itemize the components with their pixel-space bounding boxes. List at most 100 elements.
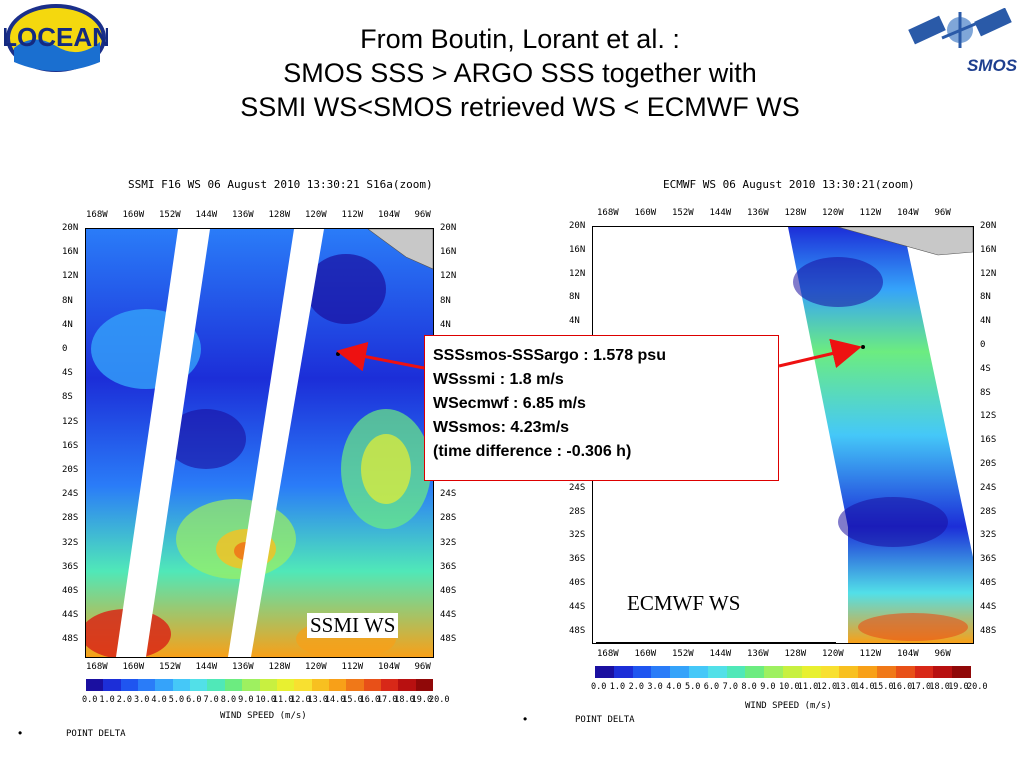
left-bullet: • [18, 726, 23, 740]
ecmwf-wind-field [593, 227, 973, 643]
left-colorbar-label-14: 14.0 [324, 695, 346, 705]
title-line-2: SMOS SSS > ARGO SSS together with [283, 58, 757, 88]
left-colorbar-label-10: 10.0 [255, 695, 276, 705]
right-colorbar-title: WIND SPEED (m/s) [745, 701, 832, 711]
left-lat-right-tick-4: 4N [440, 319, 451, 330]
right-colorbar-label-13: 13.0 [835, 682, 856, 692]
left-lat-left-tick-3: 8N [62, 295, 73, 306]
left-colorbar-swatch-14 [328, 679, 347, 691]
left-colorbar-swatch-12 [294, 679, 313, 691]
left-lat-left-tick-14: 36S [62, 561, 79, 572]
right-colorbar-swatch-19 [952, 666, 972, 678]
ssmi-wind-map [85, 228, 434, 658]
right-lat-left-tick-12: 28S [569, 506, 586, 517]
right-lon-bottom-tick-8: 104W [897, 649, 919, 659]
right-lat-right-tick-2: 12N [980, 268, 997, 279]
callout-line-wssmos: WSsmos: 4.23m/s [433, 419, 570, 436]
right-colorbar-swatch-1 [613, 666, 634, 678]
right-lat-right-tick-11: 24S [980, 482, 997, 493]
right-colorbar-label-16: 16.0 [891, 682, 913, 692]
left-lon-bottom-tick-9: 96W [414, 662, 431, 672]
right-lat-right-tick-14: 36S [980, 554, 997, 565]
left-lat-right-tick-16: 44S [440, 610, 457, 621]
left-colorbar-swatch-2 [120, 679, 139, 691]
right-lat-right-tick-7: 8S [980, 387, 991, 398]
left-colorbar-label-6: 6.0 [186, 695, 202, 705]
right-colorbar-swatch-12 [820, 666, 840, 678]
left-colorbar-title: WIND SPEED (m/s) [220, 711, 307, 721]
left-colorbar-label-13: 13.0 [307, 695, 329, 705]
left-panel-title: SSMI F16 WS 06 August 2010 13:30:21 S16a… [128, 178, 433, 191]
right-lon-top-tick-4: 136W [747, 208, 769, 218]
right-lon-top-tick-3: 144W [709, 208, 732, 218]
left-colorbar-label-16: 16.0 [359, 695, 381, 705]
smos-logo-text: SMOS [967, 56, 1018, 75]
left-lat-right-tick-15: 40S [440, 586, 457, 596]
left-colorbar-swatch-11 [276, 679, 295, 691]
right-lat-right-tick-9: 16S [980, 435, 997, 446]
right-colorbar-label-8: 8.0 [741, 682, 757, 692]
left-colorbar-label-11: 11.0 [272, 695, 294, 705]
ecmwf-wind-map [592, 226, 974, 644]
left-lon-bottom-tick-2: 152W [159, 662, 181, 672]
right-colorbar-swatch-14 [858, 666, 878, 678]
left-colorbar-swatch-17 [380, 679, 399, 691]
right-colorbar-label-9: 9.0 [760, 682, 776, 692]
left-colorbar-label-2: 2.0 [116, 695, 133, 705]
left-lat-left-tick-10: 20S [62, 465, 79, 475]
left-colorbar-swatch-9 [242, 679, 260, 691]
left-colorbar-swatch-7 [207, 679, 226, 691]
left-lat-left-tick-9: 16S [62, 440, 79, 451]
right-lon-top-tick-9: 96W [934, 208, 951, 218]
left-colorbar-swatch-19 [415, 679, 434, 691]
right-lat-left-tick-3: 8N [569, 292, 580, 303]
right-bullet: • [523, 712, 528, 726]
left-lon-top-tick-5: 128W [268, 210, 291, 220]
left-colorbar-swatch-15 [346, 679, 365, 691]
right-lat-left-tick-17: 48S [569, 625, 586, 636]
left-lon-bottom-tick-6: 120W [305, 662, 327, 672]
left-colorbar-swatch-16 [363, 679, 382, 691]
left-lat-left-tick-6: 4S [62, 368, 73, 379]
right-lat-left-tick-11: 24S [569, 482, 586, 493]
left-colorbar-label-15: 15.0 [342, 695, 363, 705]
right-lat-left-tick-13: 32S [569, 530, 586, 541]
left-lat-left-tick-1: 16N [62, 247, 79, 258]
right-colorbar-label-20: 20.0 [967, 682, 988, 692]
right-colorbar-swatch-5 [689, 666, 709, 678]
statistics-callout: SSSsmos-SSSargo : 1.578 psu WSssmi : 1.8… [424, 335, 779, 481]
callout-line-time: (time difference : -0.306 h) [433, 443, 632, 460]
right-lon-top-tick-0: 168W [597, 208, 619, 218]
left-colorbar-swatch-6 [190, 679, 208, 691]
right-colorbar-swatch-11 [801, 666, 822, 678]
left-lat-right-tick-2: 12N [440, 271, 457, 282]
right-colorbar-label-11: 11.0 [797, 682, 819, 692]
right-lat-right-tick-13: 32S [980, 530, 997, 541]
callout-line-wsecmwf: WSecmwf : 6.85 m/s [433, 395, 586, 412]
right-lat-right-tick-0: 20N [980, 221, 997, 231]
left-colorbar-label-18: 18.0 [394, 695, 415, 705]
left-colorbar-label-4: 4.0 [151, 695, 167, 705]
right-lat-left-tick-16: 44S [569, 601, 586, 612]
left-lon-top-tick-9: 96W [414, 210, 431, 220]
left-lat-right-tick-14: 36S [440, 561, 457, 572]
right-lon-bottom-tick-0: 168W [597, 649, 619, 659]
left-lat-right-tick-1: 16N [440, 247, 457, 258]
right-lon-top-tick-6: 120W [822, 208, 844, 218]
right-lat-left-tick-14: 36S [569, 554, 586, 565]
left-colorbar-swatch-1 [103, 679, 122, 691]
left-colorbar-label-5: 5.0 [168, 695, 185, 705]
right-lat-right-tick-17: 48S [980, 625, 997, 636]
right-footnote: POINT DELTA [575, 715, 635, 725]
right-lon-top-tick-1: 160W [634, 208, 657, 218]
left-colorbar-label-1: 1.0 [99, 695, 115, 705]
left-lon-bottom-tick-4: 136W [232, 662, 254, 672]
left-lat-right-tick-0: 20N [440, 223, 457, 233]
right-colorbar-label-12: 12.0 [816, 682, 838, 692]
right-lat-right-tick-10: 20S [980, 459, 997, 469]
left-colorbar-swatch-0 [86, 679, 104, 691]
right-colorbar-swatch-17 [914, 666, 934, 678]
right-lat-right-tick-6: 4S [980, 363, 991, 374]
left-colorbar-swatch-18 [398, 679, 417, 691]
left-lat-left-tick-12: 28S [62, 513, 79, 524]
